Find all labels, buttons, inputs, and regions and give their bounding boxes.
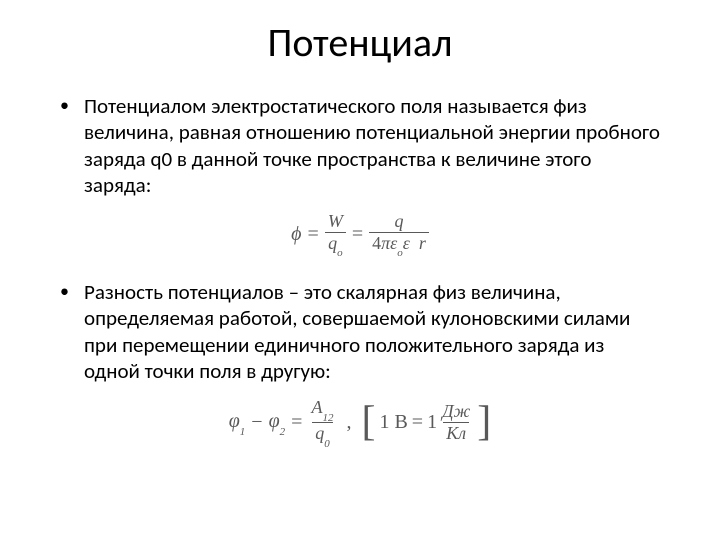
frac-num: q: [391, 212, 406, 232]
frac-den-sub: o: [337, 247, 343, 259]
bullet-text-2: Разность потенциалов – это скалярная физ…: [84, 279, 660, 384]
formula-1-lhs: ϕ: [291, 223, 301, 246]
eq-sign: =: [308, 223, 319, 246]
bullet-marker: •: [60, 279, 84, 384]
formula-2-container: φ1 − φ2 = A12 q0 , [ 1 В = 1 Дж Кл ]: [60, 398, 660, 447]
unit-num: Дж: [439, 402, 473, 422]
frac-num: A12: [308, 398, 336, 422]
frac-den: q0: [312, 422, 333, 447]
bullet-item-2: • Разность потенциалов – это скалярная ф…: [60, 279, 660, 384]
frac-num: W: [325, 212, 346, 232]
formula-1-frac-2: q 4πεoε r: [369, 212, 429, 257]
formula-1-frac-1: W qo: [325, 212, 346, 257]
frac-den: qo: [325, 232, 346, 257]
formula-2: φ1 − φ2 = A12 q0 , [ 1 В = 1 Дж Кл ]: [229, 398, 492, 447]
bracket-right-icon: ]: [477, 406, 491, 440]
eq-sign: =: [291, 411, 302, 434]
formula-1: ϕ = W qo = q 4πεoε r: [291, 212, 429, 257]
phi-1: φ1: [229, 410, 246, 435]
bullet-text-1: Потенциалом электростатического поля наз…: [84, 93, 660, 198]
bullet-item-1: • Потенциалом электростатического поля н…: [60, 93, 660, 198]
bullet-marker: •: [60, 93, 84, 198]
comma: ,: [346, 411, 351, 434]
eq-sign: =: [352, 223, 363, 246]
formula-2-frac: A12 q0: [308, 398, 336, 447]
unit-lhs: 1 В: [379, 411, 407, 434]
bracket-left-icon: [: [361, 406, 375, 440]
unit-frac: Дж Кл: [439, 402, 473, 443]
eq-sign: =: [412, 411, 423, 434]
unit-den: Кл: [443, 422, 469, 443]
minus-sign: −: [251, 411, 262, 434]
unit-bracket: [ 1 В = 1 Дж Кл ]: [361, 402, 491, 443]
frac-den: 4πεoε r: [369, 232, 429, 257]
formula-1-container: ϕ = W qo = q 4πεoε r: [60, 212, 660, 257]
phi-2: φ2: [269, 410, 286, 435]
frac-den-base: q: [328, 233, 337, 253]
slide-title: Потенциал: [60, 18, 660, 67]
